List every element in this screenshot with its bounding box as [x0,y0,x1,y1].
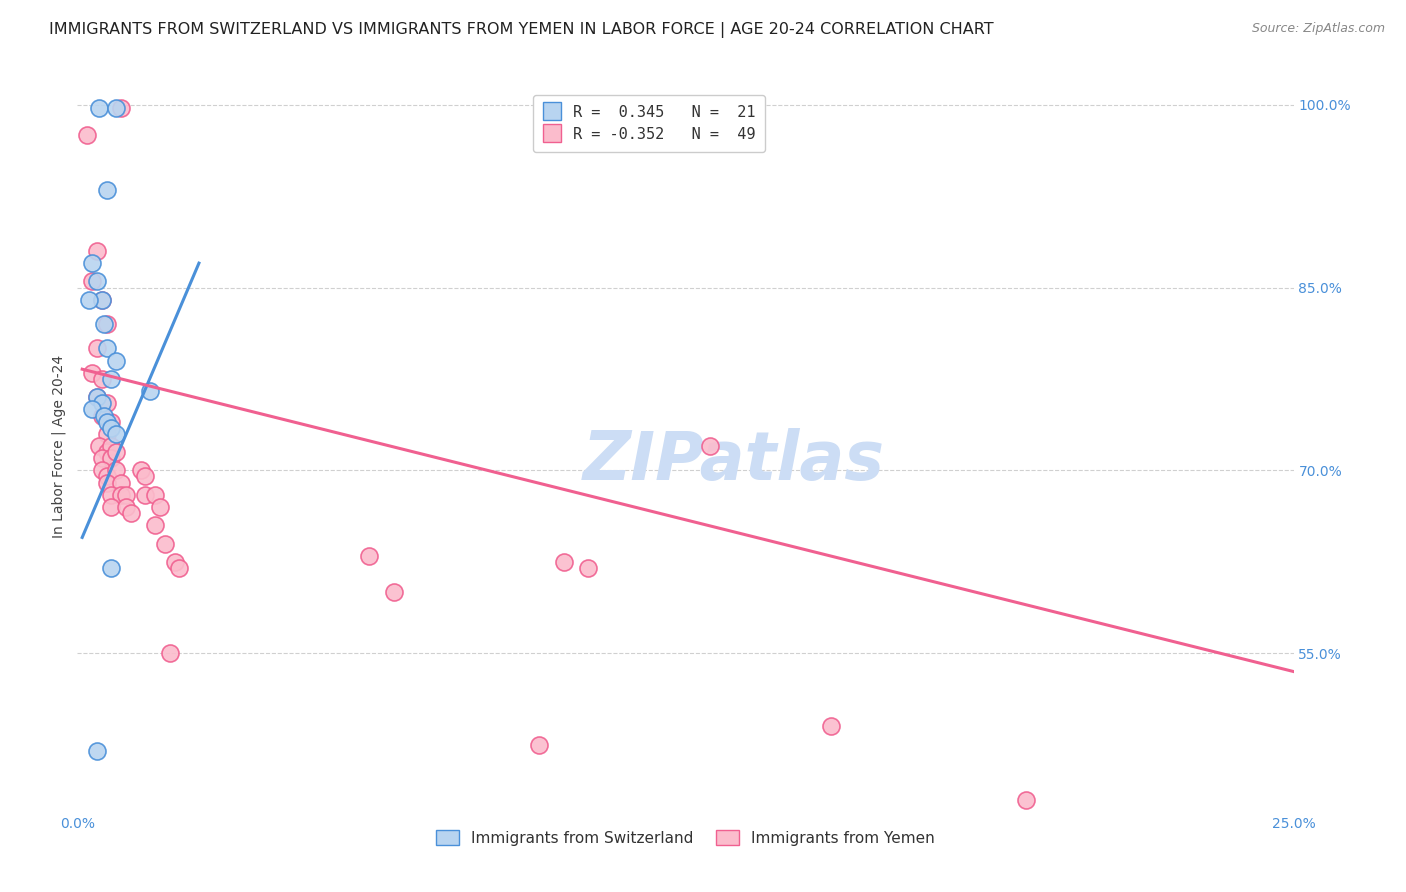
Point [115,500,138,514]
Point [86,390,108,404]
Point [105,445,128,459]
Point [86,744,108,758]
Point [100,500,122,514]
Point [159,646,181,660]
Point [90,293,112,307]
Point [134,469,156,483]
Point [90,396,112,410]
Legend: Immigrants from Switzerland, Immigrants from Yemen: Immigrants from Switzerland, Immigrants … [430,823,941,852]
Point [96,475,118,490]
Point [86,244,108,258]
Point [1015,792,1038,806]
Point [110,101,132,115]
Point [163,555,186,569]
Point [80,256,103,270]
Point [143,488,166,502]
Point [96,469,118,483]
Point [90,451,112,466]
Point [100,415,122,429]
Point [79,293,101,307]
Point [90,463,112,477]
Point [96,317,118,331]
Point [153,536,176,550]
Point [100,561,122,575]
Point [110,488,132,502]
Text: ZIPatlas: ZIPatlas [583,427,884,493]
Point [149,500,172,514]
Y-axis label: In Labor Force | Age 20-24: In Labor Force | Age 20-24 [52,354,66,538]
Point [80,366,103,380]
Point [96,183,118,197]
Point [86,275,108,289]
Text: IMMIGRANTS FROM SWITZERLAND VS IMMIGRANTS FROM YEMEN IN LABOR FORCE | AGE 20-24 : IMMIGRANTS FROM SWITZERLAND VS IMMIGRANT… [49,22,994,38]
Point [100,439,122,453]
Point [93,409,115,423]
Point [120,506,142,520]
Point [115,488,138,502]
Point [105,463,128,477]
Point [820,719,842,733]
Point [553,555,575,569]
Point [96,445,118,459]
Point [90,293,112,307]
Point [89,101,111,115]
Point [100,451,122,466]
Point [80,275,103,289]
Point [139,384,162,399]
Point [529,738,551,752]
Text: Source: ZipAtlas.com: Source: ZipAtlas.com [1251,22,1385,36]
Point [576,561,599,575]
Point [143,518,166,533]
Point [169,561,191,575]
Point [86,390,108,404]
Point [100,372,122,386]
Point [129,463,152,477]
Point [110,475,132,490]
Point [80,402,103,417]
Point [90,372,112,386]
Point [96,426,118,441]
Point [100,421,122,435]
Point [100,488,122,502]
Point [359,549,381,563]
Point [105,353,128,368]
Point [86,342,108,356]
Point [89,439,111,453]
Point [93,317,115,331]
Point [90,409,112,423]
Point [105,426,128,441]
Point [699,439,721,453]
Point [76,128,98,143]
Point [96,396,118,410]
Point [96,342,118,356]
Point [134,488,156,502]
Point [382,585,405,599]
Point [105,101,128,115]
Point [96,415,118,429]
